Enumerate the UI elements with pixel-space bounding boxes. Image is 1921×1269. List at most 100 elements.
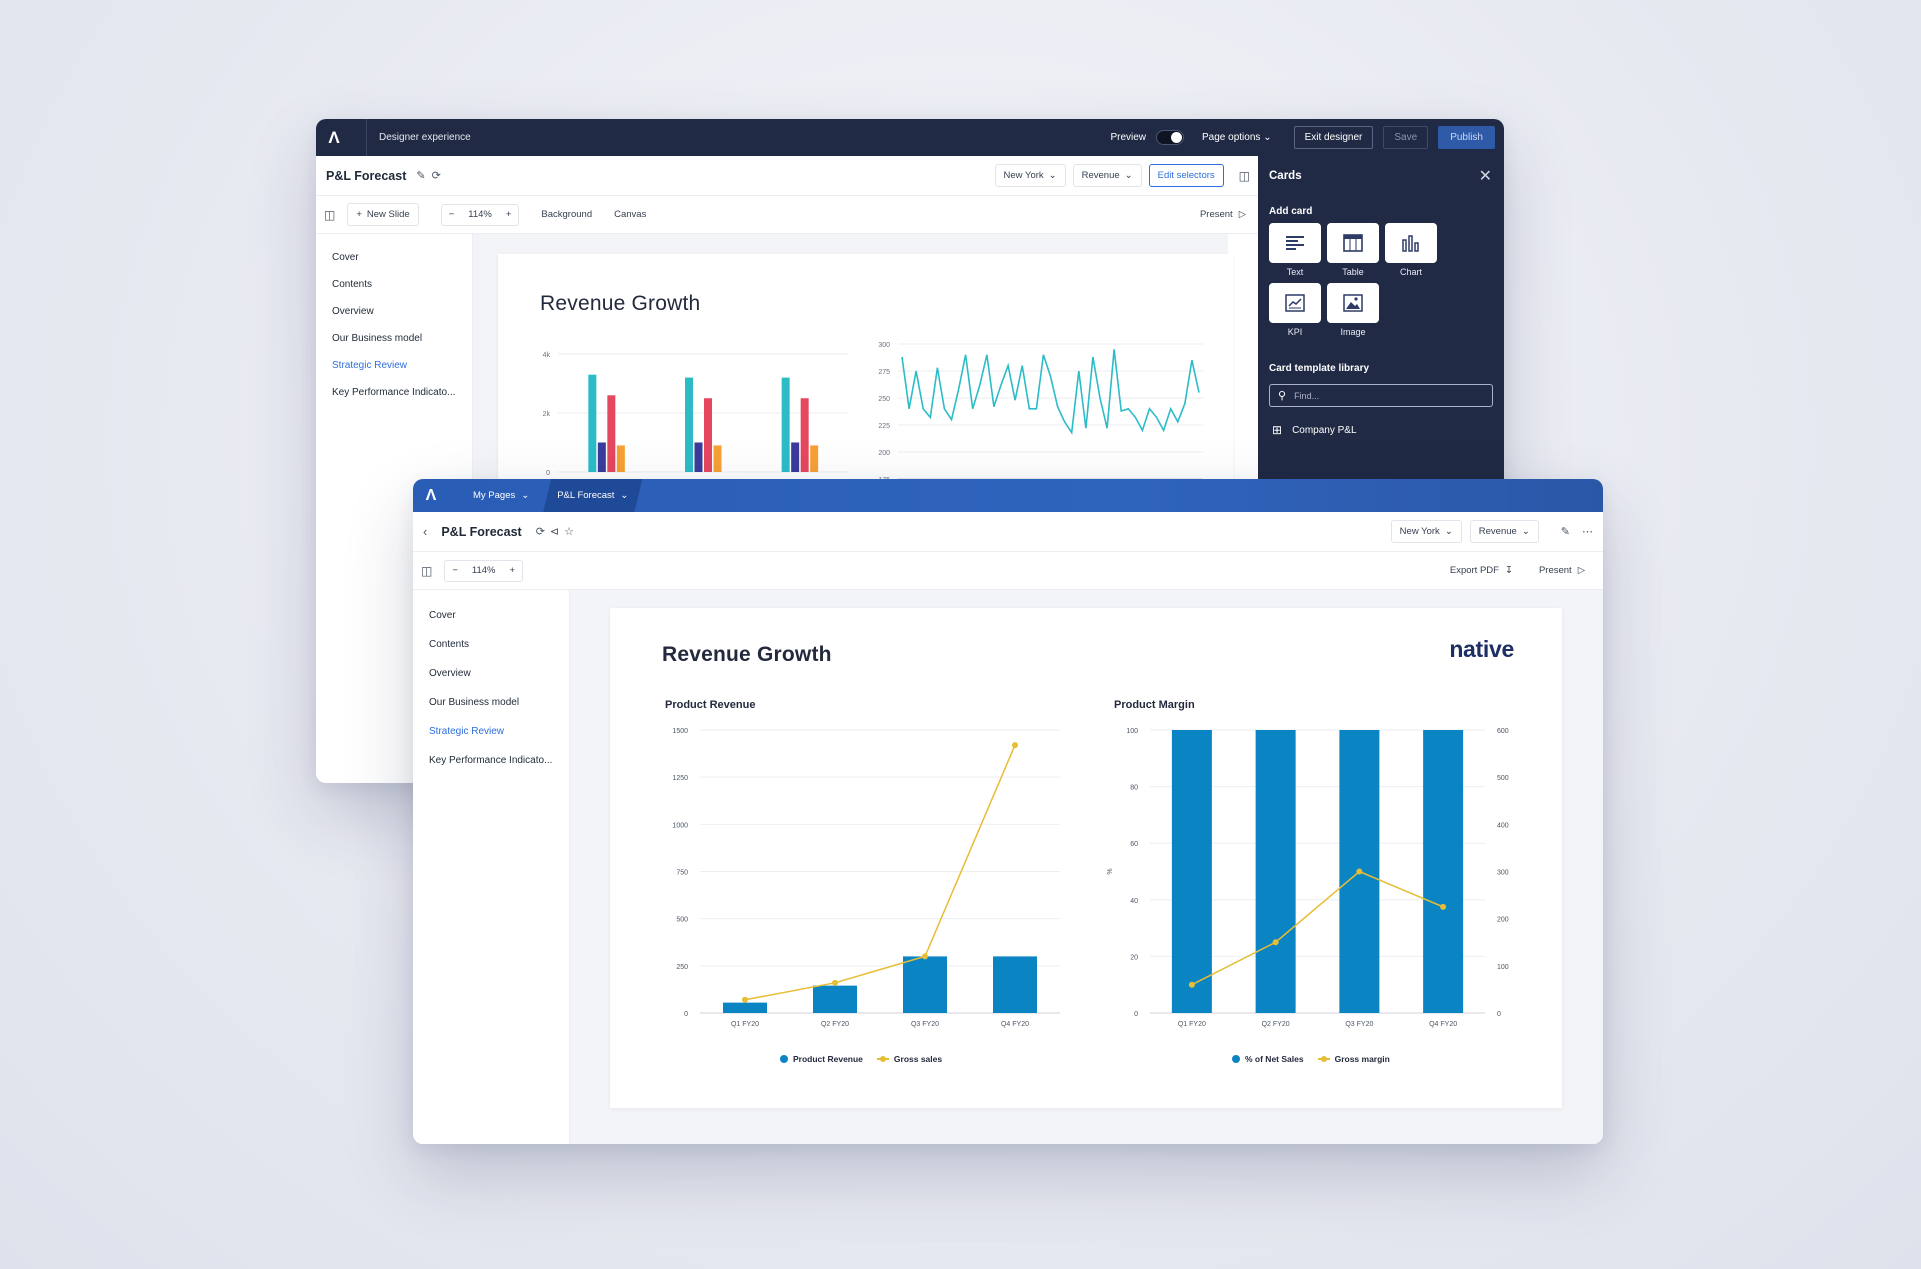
gross-sales-point [922, 953, 928, 960]
bar [685, 377, 693, 472]
chevron-down-icon: ⌄ [1048, 170, 1057, 181]
grid-icon: ⊞ [1272, 423, 1283, 437]
image-card-tile[interactable]: Image [1327, 283, 1379, 337]
zoom-in-icon[interactable]: + [509, 565, 516, 576]
add-card-label: Add card [1269, 206, 1313, 217]
app-logo-icon[interactable]: Λ [328, 127, 340, 147]
nav-item-kpi[interactable]: Key Performance Indicato... [429, 755, 553, 766]
kpi-card-tile[interactable]: KPI [1269, 283, 1321, 337]
table-card-tile[interactable]: Table [1327, 223, 1379, 277]
background-button[interactable]: Background [541, 209, 593, 220]
product-revenue-title: Product Revenue [665, 699, 756, 711]
gross-margin-line [1191, 870, 1444, 986]
nav-item-cover[interactable]: Cover [429, 610, 456, 621]
line-chart: 175 200 225 250 275 300 [878, 342, 1203, 479]
nav-item-business-model[interactable]: Our Business model [429, 697, 520, 708]
chart-icon [1402, 235, 1419, 252]
bar [607, 395, 616, 472]
y-tick-label: 1000 [672, 822, 688, 829]
designer-title: Designer experience [366, 119, 471, 156]
panel-toggle-icon[interactable]: ◫ [1238, 168, 1250, 183]
preview-toggle[interactable] [1156, 130, 1185, 145]
star-icon[interactable]: ☆ [564, 526, 575, 538]
more-icon[interactable]: ⋯ [1582, 526, 1593, 538]
nav-item-kpi[interactable]: Key Performance Indicato... [332, 387, 456, 398]
zoom-out-icon[interactable]: − [448, 209, 455, 220]
gross-margin-point [1356, 868, 1363, 875]
x-tick-label: Q2 FY20 [1262, 1021, 1290, 1028]
x-tick-label: Q2 FY20 [821, 1021, 849, 1028]
city-selector[interactable]: New York ⌄ [1390, 520, 1462, 543]
y-tick-label: 80 [1130, 785, 1138, 792]
chart-card-tile[interactable]: Chart [1385, 223, 1437, 277]
bar [800, 398, 809, 472]
city-selector[interactable]: New York ⌄ [994, 164, 1066, 187]
plus-icon: + [356, 209, 362, 220]
canvas-button[interactable]: Canvas [614, 209, 647, 220]
viewer-toolbar: ◫ − 114% + Export PDF ↧ Present ▷ [413, 552, 1603, 590]
nav-item-overview[interactable]: Overview [332, 306, 374, 317]
present-button[interactable]: Present ▷ [1199, 209, 1246, 220]
y-tick-label: 100 [1126, 728, 1138, 735]
y-tick-label: 4k [543, 352, 551, 359]
legend-product-revenue: Product Revenue [780, 1054, 863, 1064]
zoom-control: − 114% + [440, 203, 520, 226]
present-button[interactable]: Present ▷ [1538, 565, 1585, 576]
play-icon: ▷ [1577, 565, 1585, 576]
table-icon [1343, 234, 1363, 252]
nav-item-business-model[interactable]: Our Business model [332, 333, 423, 344]
nav-item-contents[interactable]: Contents [429, 639, 470, 650]
card-search-input[interactable]: ⚲ Find... [1269, 384, 1493, 407]
y2-tick-label: 500 [1497, 775, 1509, 782]
nav-item-contents[interactable]: Contents [332, 279, 373, 290]
save-button[interactable]: Save [1383, 126, 1429, 149]
zoom-in-icon[interactable]: + [505, 209, 512, 220]
x-tick-label: Q3 FY20 [911, 1021, 939, 1028]
legend-net-sales: % of Net Sales [1232, 1054, 1304, 1064]
designer-slide[interactable]: Revenue Growth 02k4kFY19FY20FY21 1752002… [498, 254, 1233, 514]
sidebar-toggle-icon[interactable]: ◫ [421, 563, 433, 578]
x-tick-label: Q4 FY20 [1001, 1021, 1029, 1028]
zoom-out-icon[interactable]: − [452, 565, 458, 576]
x-tick-label: Q4 FY20 [1429, 1021, 1457, 1028]
metric-selector[interactable]: Revenue ⌄ [1469, 520, 1539, 543]
nav-item-overview[interactable]: Overview [429, 668, 471, 679]
nav-item-strategic-review[interactable]: Strategic Review [429, 726, 505, 737]
close-icon[interactable]: ✕ [1478, 168, 1492, 185]
bar [704, 398, 712, 472]
export-pdf-button[interactable]: Export PDF ↧ [1449, 565, 1513, 576]
designer-topbar: Λ Designer experience Preview Page optio… [316, 119, 1504, 156]
native-logo: native [1449, 636, 1514, 662]
back-arrow-icon[interactable]: ‹ [423, 524, 428, 539]
slide-title: Revenue Growth [662, 643, 832, 666]
nav-item-cover[interactable]: Cover [332, 252, 359, 263]
sidebar-toggle-icon[interactable]: ◫ [324, 207, 336, 222]
tab-my-pages[interactable]: My Pages ⌄ [473, 490, 530, 501]
text-card-tile[interactable]: Text [1269, 223, 1321, 277]
publish-button[interactable]: Publish [1438, 126, 1495, 149]
share-icon[interactable]: ⊲ [549, 526, 560, 538]
y-tick-label: 0 [1134, 1011, 1138, 1018]
page-options-menu[interactable]: Page options ⌄ [1202, 132, 1272, 143]
play-icon: ▷ [1238, 209, 1246, 220]
y-tick-label: 275 [878, 369, 890, 376]
nav-item-strategic-review[interactable]: Strategic Review [332, 360, 408, 371]
metric-selector[interactable]: Revenue ⌄ [1072, 164, 1142, 187]
pencil-icon[interactable]: ✎ [1560, 526, 1570, 538]
refresh-icon[interactable]: ⟳ [431, 170, 441, 182]
library-item-company-pl[interactable]: ⊞ Company P&L [1272, 423, 1357, 437]
refresh-icon[interactable]: ⟳ [535, 526, 545, 538]
zoom-control: − 114% + [444, 559, 524, 582]
y-tick-label: 1250 [672, 775, 688, 782]
bar [1255, 730, 1296, 1013]
pencil-icon[interactable]: ✎ [416, 170, 426, 182]
zoom-level: 114% [471, 565, 496, 576]
exit-designer-button[interactable]: Exit designer [1293, 126, 1374, 149]
app-logo-icon[interactable]: Λ [425, 486, 437, 504]
edit-selectors-button[interactable]: Edit selectors [1148, 164, 1224, 187]
product-margin-chart: 0 20 40 60 80 100 0 100 200 300 400 500 600% Q1 FY20 Q… [1107, 728, 1509, 1028]
tab-pl-forecast[interactable]: P&L Forecast ⌄ [543, 479, 642, 512]
x-tick-label: Q1 FY20 [1178, 1021, 1206, 1028]
gross-margin-point [1188, 981, 1195, 988]
new-slide-button[interactable]: + New Slide [347, 203, 419, 226]
